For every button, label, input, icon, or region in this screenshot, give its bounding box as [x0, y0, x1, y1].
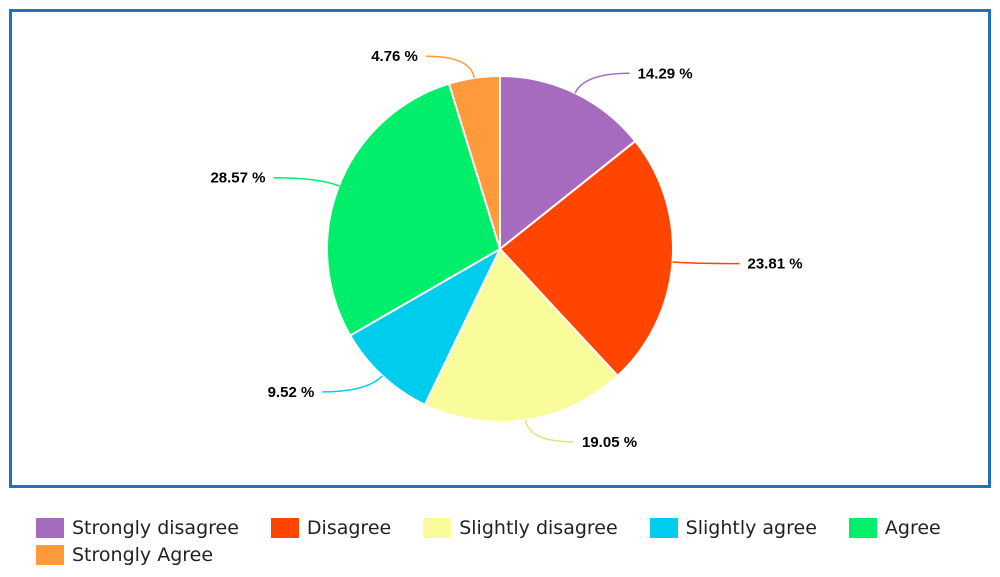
legend-label: Agree	[884, 517, 941, 539]
data-label-slightly-agree: 9.52 %	[268, 384, 315, 401]
data-label-disagree: 23.81 %	[748, 256, 803, 273]
legend-swatch	[848, 518, 877, 538]
legend: Strongly disagree Disagree Slightly disagr…	[36, 516, 976, 567]
connector-line-agree	[273, 176, 340, 187]
pie-slice-strongly-disagree[interactable]	[499, 74, 637, 252]
data-label-strongly-disagree: 14.29 %	[638, 65, 693, 82]
legend-item-strongly-agree[interactable]: Strongly Agree	[36, 543, 213, 567]
legend-item-strongly-disagree[interactable]: Strongly disagree	[36, 516, 239, 540]
legend-label: Strongly disagree	[72, 517, 239, 539]
legend-item-slightly-agree[interactable]: Slightly agree	[649, 516, 817, 540]
data-label-strongly-agree: 4.76 %	[371, 48, 418, 65]
legend-swatch	[36, 518, 64, 538]
legend-swatch	[270, 518, 299, 538]
connector-line-strongly-disagree	[574, 72, 630, 94]
pie-slice-slightly-agree[interactable]	[348, 246, 503, 407]
pie-slice-slightly-disagree[interactable]	[423, 247, 620, 423]
pie-slice-strongly-agree[interactable]	[447, 74, 501, 250]
legend-swatch	[649, 518, 678, 538]
pie-slice-agree[interactable]	[326, 82, 502, 337]
legend-swatch	[423, 518, 452, 538]
legend-label: Slightly disagree	[459, 517, 618, 539]
data-label-agree: 28.57 %	[210, 170, 265, 187]
legend-label: Slightly agree	[685, 517, 817, 539]
legend-item-agree[interactable]: Agree	[848, 516, 941, 540]
connector-line-slightly-agree	[322, 375, 383, 393]
legend-label: Strongly Agree	[72, 544, 214, 566]
connector-line-disagree	[672, 261, 740, 265]
legend-swatch	[36, 545, 64, 565]
pie-chart: 14.29 % 23.81 % 19.05 % 9.52 % 28.57 % 4.76 %	[210, 48, 803, 451]
legend-label: Disagree	[306, 517, 392, 539]
connector-line-strongly-agree	[425, 55, 475, 79]
chart-frame: 14.29 % 23.81 % 19.05 % 9.52 % 28.57 % 4.76 %	[9, 9, 991, 488]
data-label-slightly-disagree: 19.05 %	[582, 434, 637, 451]
legend-item-disagree[interactable]: Disagree	[270, 516, 392, 540]
legend-item-slightly-disagree[interactable]: Slightly disagree	[423, 516, 618, 540]
connector-line-slightly-disagree	[524, 419, 575, 443]
